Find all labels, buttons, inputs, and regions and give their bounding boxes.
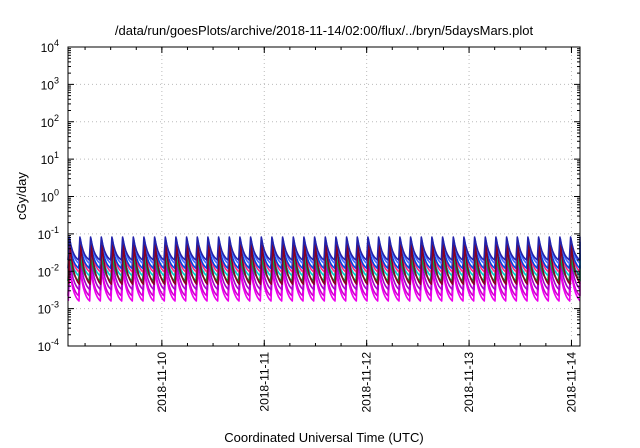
y-tick-label: 104 bbox=[41, 38, 59, 55]
y-tick-label: 10-2 bbox=[38, 262, 59, 279]
x-axis-label: Coordinated Universal Time (UTC) bbox=[224, 430, 423, 445]
series-line bbox=[67, 236, 581, 261]
y-tick-label: 10-3 bbox=[38, 300, 59, 317]
x-tick-label: 2018-11-13 bbox=[462, 352, 476, 413]
y-tick-label: 10-1 bbox=[38, 225, 59, 242]
x-tick-label: 2018-11-14 bbox=[564, 352, 578, 413]
series-line bbox=[67, 244, 581, 285]
series-group bbox=[67, 236, 581, 302]
y-tick-label: 101 bbox=[41, 150, 59, 167]
x-tick-label: 2018-11-11 bbox=[257, 352, 271, 412]
chart-title: /data/run/goesPlots/archive/2018-11-14/0… bbox=[115, 23, 534, 38]
x-tick-label: 2018-11-10 bbox=[155, 352, 169, 413]
y-tick-label: 100 bbox=[41, 188, 59, 205]
series-line bbox=[67, 237, 581, 265]
y-tick-label: 102 bbox=[41, 113, 59, 130]
series-line bbox=[67, 260, 581, 291]
y-axis-label: cGy/day bbox=[14, 172, 29, 220]
y-tick-label: 10-4 bbox=[38, 337, 59, 354]
y-tick-label: 103 bbox=[41, 75, 59, 92]
series-line bbox=[67, 268, 581, 302]
x-axis: 2018-11-10 2018-11-11 2018-11-12 2018-11-13… bbox=[84, 47, 578, 413]
x-tick-label: 2018-11-12 bbox=[360, 352, 374, 413]
